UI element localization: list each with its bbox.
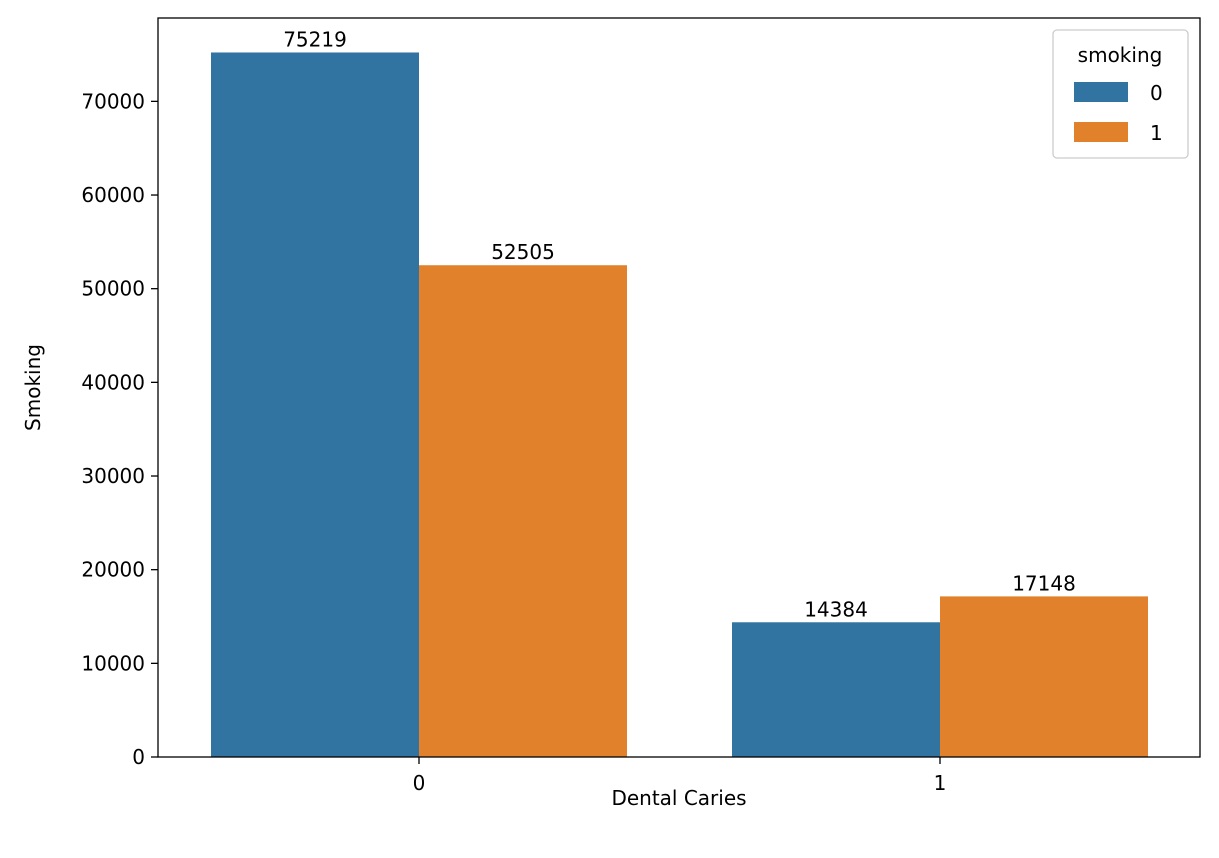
bar-series-0-category-1 [732,622,940,757]
legend: smoking 01 [1052,29,1189,159]
bars-group [211,52,1148,758]
legend-label-1: 1 [1150,121,1163,145]
legend-label-0: 0 [1150,81,1163,105]
y-axis: 0 10000 20000 30000 40000 50000 60000 70000 [81,89,158,769]
plot-frame [157,17,1201,758]
x-tick-label: 1 [934,771,947,795]
data-labels-group: 75219 14384 52505 17148 [283,27,1076,621]
y-tick-label: 0 [132,745,145,769]
legend-entries: 01 [1074,81,1163,145]
x-axis-label: Dental Caries [611,786,746,810]
y-tick-label: 50000 [81,277,145,301]
data-label-series-1-category-1: 17148 [1012,571,1076,595]
bar-series-0-category-0 [211,52,419,758]
legend-title: smoking [1078,43,1163,67]
y-axis-label: Smoking [21,344,45,431]
x-tick-label: 0 [413,771,426,795]
bar-series-1-category-1 [940,596,1148,757]
data-label-series-1-category-0: 52505 [491,240,555,264]
y-tick-label: 70000 [81,89,145,113]
y-tick-label: 20000 [81,558,145,582]
bar-series-1-category-0 [419,265,627,757]
data-label-series-0-category-1: 14384 [804,597,868,621]
y-tick-label: 10000 [81,651,145,675]
legend-swatch-0 [1074,82,1128,102]
y-tick-label: 30000 [81,464,145,488]
legend-swatch-1 [1074,122,1128,142]
data-label-series-0-category-0: 75219 [283,27,347,51]
y-tick-label: 60000 [81,183,145,207]
y-tick-label: 40000 [81,370,145,394]
